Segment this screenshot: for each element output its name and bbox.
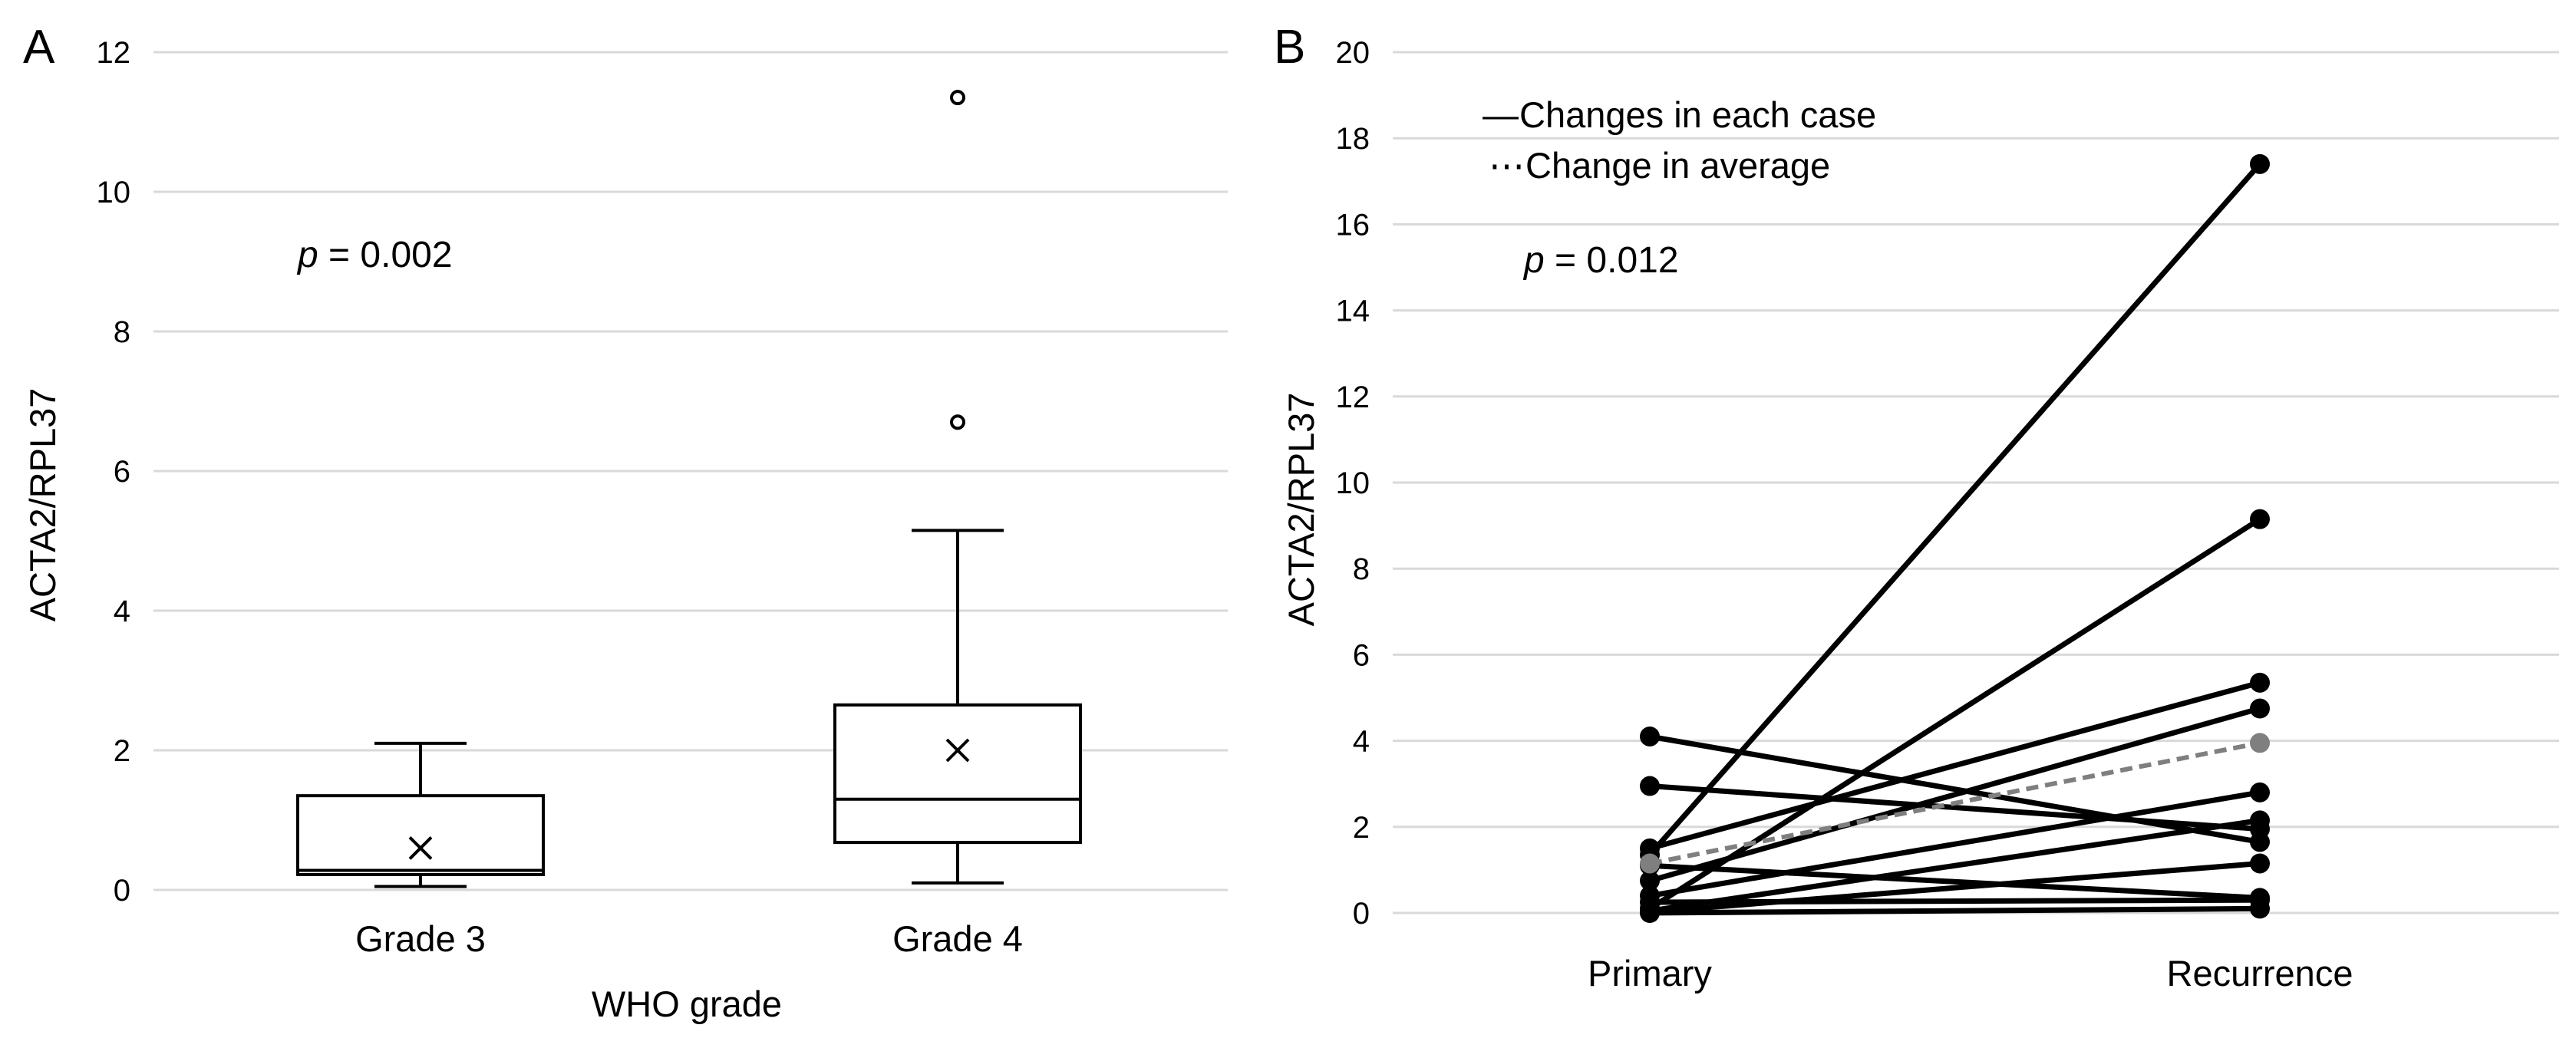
panel-a-y-axis-label: ACTA2/RPL37 (22, 388, 63, 622)
y-tick-label-0: 0 (114, 874, 130, 908)
point-primary (1640, 726, 1660, 746)
mean-marker-b (945, 738, 970, 763)
panel-b-label: B (1274, 21, 1305, 74)
point-primary (1640, 776, 1660, 796)
case-line (1648, 516, 2261, 911)
point-recurrence (2250, 898, 2270, 919)
y-tick-label-4: 4 (1353, 725, 1370, 759)
series-line-case-12 (1640, 898, 2270, 923)
point-recurrence (2250, 782, 2270, 802)
point-recurrence (2250, 153, 2270, 174)
panel-a-y-ticks: 0 2 4 6 8 10 12 (97, 36, 131, 908)
case-line (1649, 789, 2261, 899)
case-line (1649, 862, 2261, 901)
average-line (1649, 740, 2261, 866)
legend-label-average: Change in average (1525, 145, 1830, 186)
point-primary (1640, 903, 1660, 923)
panel-a-gridlines (153, 51, 1228, 891)
panel-a-label: A (23, 21, 55, 74)
case-line (1649, 783, 2261, 832)
case-line (1649, 897, 2261, 905)
legend-label-each-case: Changes in each case (1519, 94, 1876, 135)
point-recurrence (2250, 698, 2270, 719)
y-tick-label-16: 16 (1336, 208, 1370, 242)
p-value-text: = 0.012 (1545, 240, 1679, 281)
series-line-average (1640, 733, 2270, 874)
y-tick-label-2: 2 (114, 734, 130, 768)
panel-b: B 0 2 4 6 8 10 12 14 16 18 20 ACTA2/RPL37 Primary R… (1274, 21, 2559, 994)
iqr-box (833, 703, 1082, 845)
x-category-label-1: Recurrence (2167, 953, 2353, 994)
panel-b-series (1640, 153, 2270, 923)
boxplot-grade-4 (833, 90, 1082, 885)
panel-b-y-ticks: 0 2 4 6 8 10 12 14 16 18 20 (1336, 36, 1370, 931)
legend-symbol-solid: — (1483, 94, 1519, 135)
panel-a-p-value: p = 0.002 (296, 235, 453, 275)
x-category-label-1: Grade 4 (892, 918, 1023, 959)
boxplot-grade-3 (296, 741, 545, 888)
y-tick-label-6: 6 (1353, 638, 1370, 672)
iqr-box (296, 794, 545, 876)
panel-b-y-axis-label: ACTA2/RPL37 (1281, 393, 1321, 627)
x-category-label-0: Grade 3 (355, 918, 486, 959)
point-recurrence (2250, 672, 2270, 693)
y-tick-label-12: 12 (1336, 381, 1370, 414)
case-line (1649, 706, 2261, 884)
y-tick-label-14: 14 (1336, 295, 1370, 328)
y-tick-label-8: 8 (114, 315, 130, 349)
point-primary (1640, 870, 1660, 891)
p-value-text: = 0.002 (318, 235, 453, 275)
y-tick-label-12: 12 (97, 36, 131, 70)
y-tick-label-10: 10 (97, 176, 131, 209)
panel-a-x-axis-label: WHO grade (592, 984, 782, 1024)
series-line-case-4 (1640, 153, 2270, 865)
y-tick-label-10: 10 (1336, 466, 1370, 500)
y-tick-label-18: 18 (1336, 122, 1370, 156)
p-italic: p (1522, 240, 1545, 281)
p-italic: p (296, 235, 318, 275)
y-tick-label-20: 20 (1336, 36, 1370, 70)
mean-marker-b (408, 835, 433, 860)
case-line (1649, 860, 2261, 915)
y-tick-label-2: 2 (1353, 811, 1370, 845)
y-tick-label-6: 6 (114, 455, 130, 489)
average-point-primary (1640, 853, 1660, 874)
panel-a-boxes (296, 90, 1082, 888)
point-recurrence (2250, 810, 2270, 831)
case-line (1649, 817, 2261, 914)
panel-b-legend: — Changes in each case ⋯ Change in avera… (1483, 94, 1876, 186)
case-line (1649, 905, 2261, 916)
series-line-case-9 (1640, 509, 2270, 919)
case-line (1648, 162, 2262, 857)
point-recurrence (2250, 509, 2270, 529)
legend-symbol-dotted: ⋯ (1489, 145, 1525, 186)
outlier-point-0 (950, 414, 965, 430)
series-line-case-6 (1640, 698, 2270, 891)
x-category-label-0: Primary (1588, 953, 1712, 994)
point-recurrence (2250, 853, 2270, 874)
outlier-point-1 (950, 90, 965, 106)
y-tick-label-4: 4 (114, 595, 130, 628)
panel-b-p-value: p = 0.012 (1522, 240, 1679, 281)
y-tick-label-0: 0 (1353, 897, 1370, 931)
panel-b-x-categories: Primary Recurrence (1588, 953, 2353, 994)
panel-a-x-categories: Grade 3 Grade 4 (355, 918, 1023, 959)
y-tick-label-8: 8 (1353, 552, 1370, 586)
case-line (1649, 680, 2261, 852)
panel-a: A 0 2 4 6 8 10 12 ACTA2/RPL37 Grade 3 Grade 4 W… (22, 21, 1228, 1024)
average-point-recurrence (2250, 733, 2270, 753)
